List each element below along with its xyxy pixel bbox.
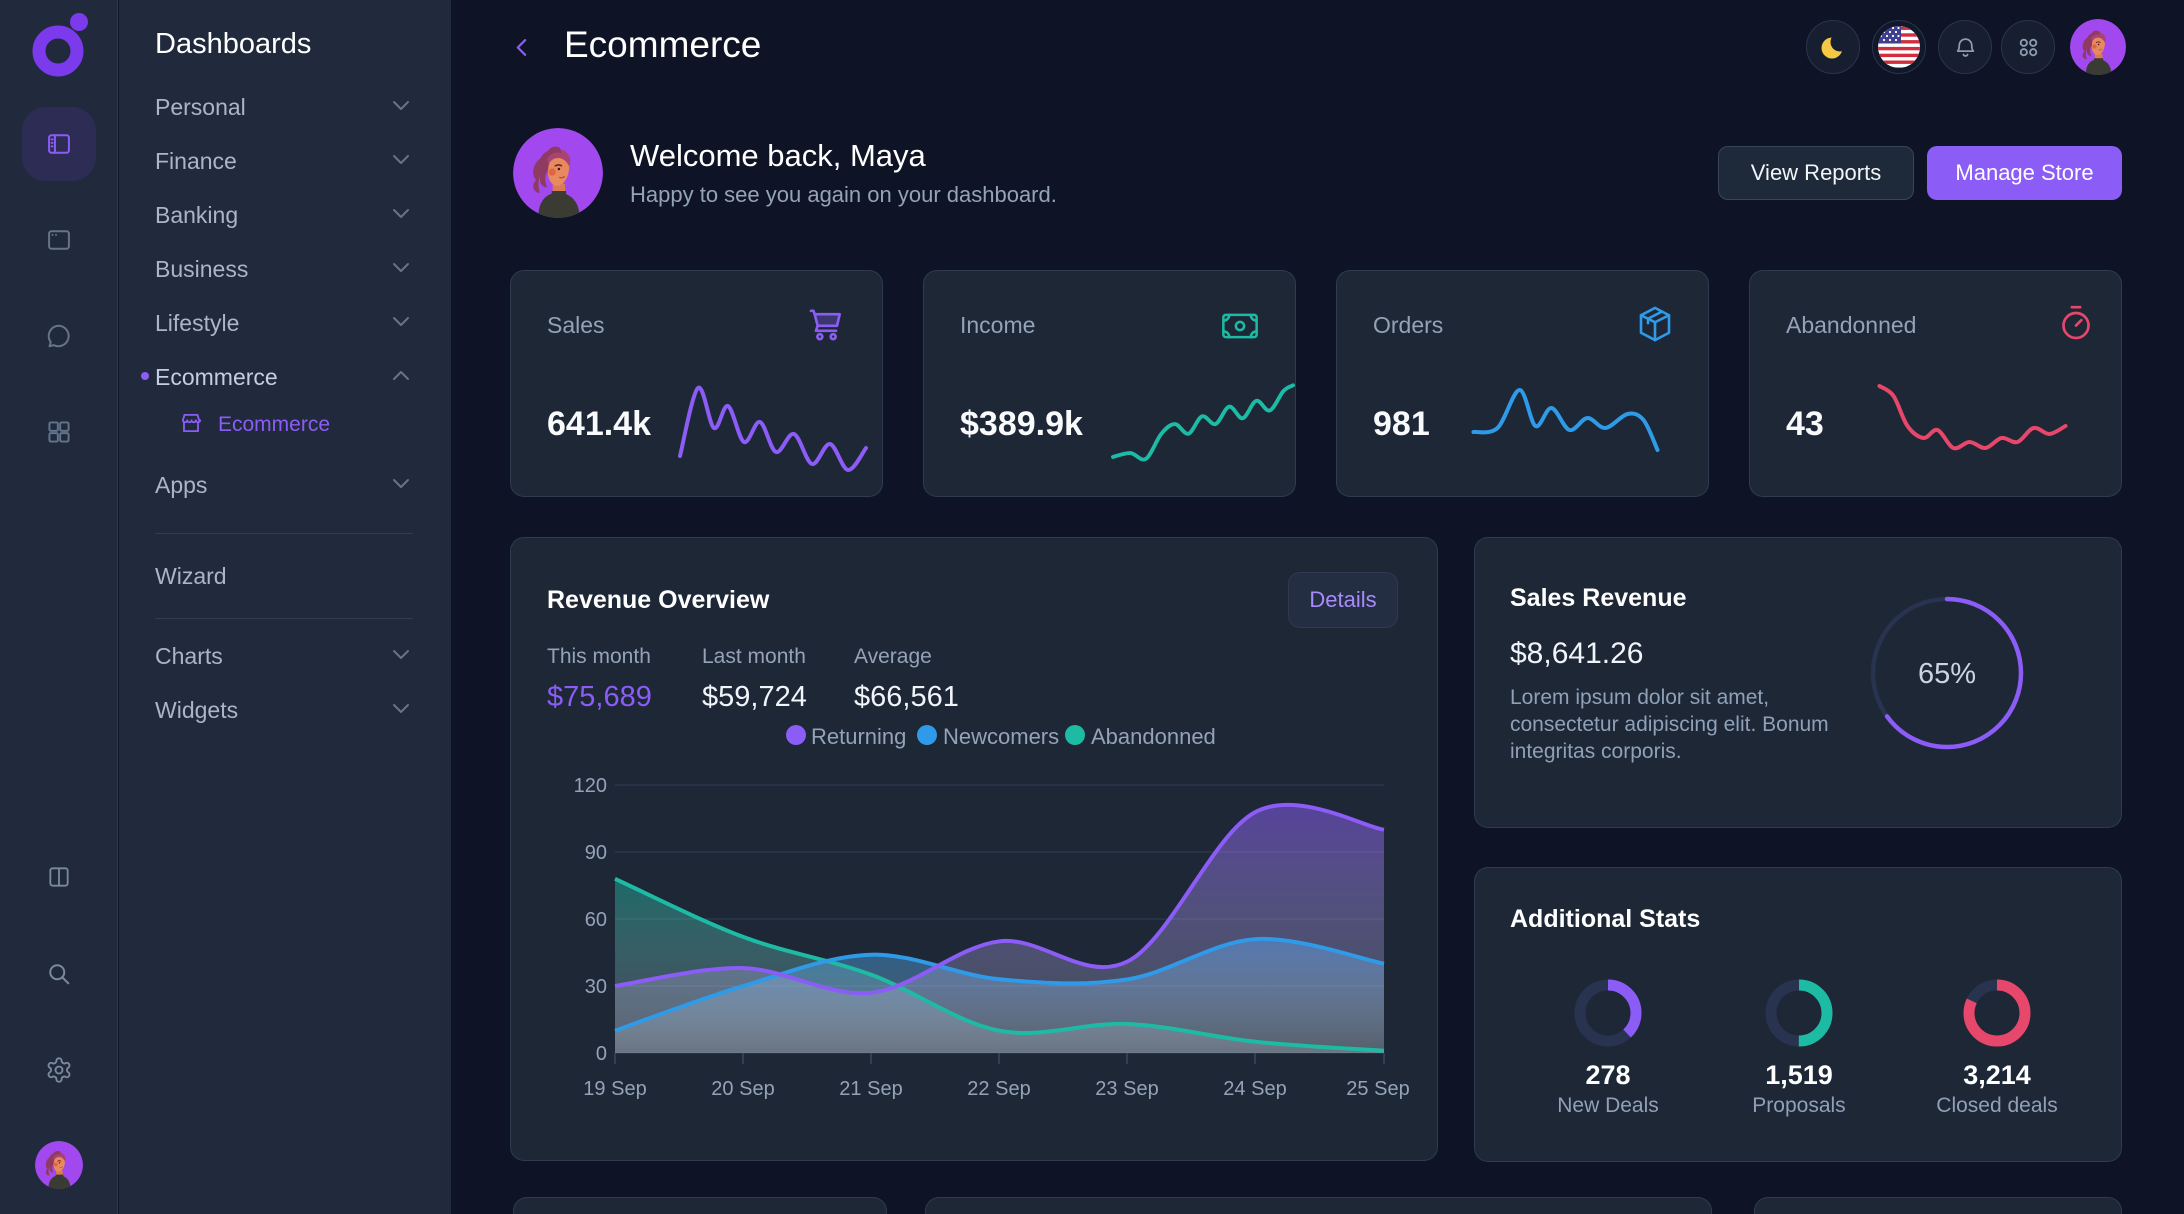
svg-text:24 Sep: 24 Sep — [1223, 1078, 1286, 1100]
svg-text:60: 60 — [585, 909, 607, 931]
svg-text:20 Sep: 20 Sep — [711, 1078, 774, 1100]
svg-text:21 Sep: 21 Sep — [839, 1078, 902, 1100]
svg-text:90: 90 — [585, 842, 607, 864]
svg-text:19 Sep: 19 Sep — [583, 1078, 646, 1100]
svg-text:30: 30 — [585, 976, 607, 998]
svg-text:23 Sep: 23 Sep — [1095, 1078, 1158, 1100]
svg-text:25 Sep: 25 Sep — [1346, 1078, 1409, 1100]
svg-text:65%: 65% — [1918, 658, 1976, 690]
svg-text:22 Sep: 22 Sep — [967, 1078, 1030, 1100]
svg-text:0: 0 — [596, 1043, 607, 1065]
svg-text:120: 120 — [574, 775, 607, 797]
